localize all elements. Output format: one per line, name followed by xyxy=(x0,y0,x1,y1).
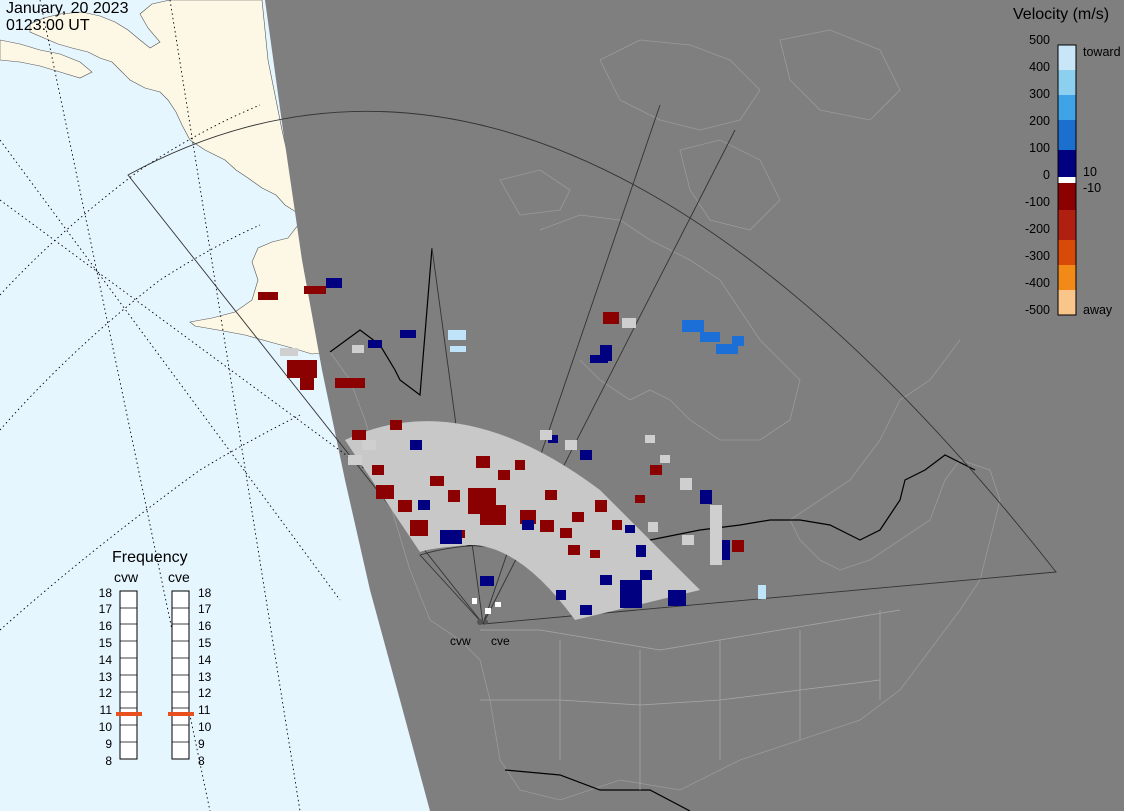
colorbar-tick: 0 xyxy=(1043,168,1050,182)
frequency-scale-label: 10 xyxy=(98,720,112,734)
alaska-daylit-land xyxy=(29,0,331,355)
colorbar-tick: 300 xyxy=(1029,87,1050,101)
colorbar-tick: -100 xyxy=(1024,195,1050,209)
coastlines xyxy=(329,29,1001,801)
site-label-cvw: cvw xyxy=(450,634,471,648)
frequency-scale-label: 12 xyxy=(198,686,212,700)
frequency-scale-label: 15 xyxy=(198,636,212,650)
colorbar-tick: 200 xyxy=(1029,114,1050,128)
colorbar-tick: -500 xyxy=(1024,303,1050,317)
frequency-scale-label: 16 xyxy=(198,619,212,633)
frequency-scale-label: 8 xyxy=(198,754,205,768)
velocity-cells xyxy=(258,278,766,615)
frequency-scale-label: 13 xyxy=(198,670,212,684)
colorbar-threshold-pos: 10 xyxy=(1083,165,1097,179)
colorbar-title: Velocity (m/s) xyxy=(1013,6,1110,23)
colorbar-toward-label: toward xyxy=(1083,45,1121,59)
colorbar-tick: -400 xyxy=(1024,276,1050,290)
frequency-scale-label: 8 xyxy=(105,754,112,768)
frequency-scale-label: 11 xyxy=(99,703,112,717)
frequency-scale-label: 18 xyxy=(98,586,112,600)
frequency-scale-label: 14 xyxy=(198,653,212,667)
frequency-scale-label: 11 xyxy=(198,703,211,717)
frequency-scale-label: 15 xyxy=(98,636,112,650)
frequency-scale-label: 9 xyxy=(105,737,112,751)
colorbar-tick: 400 xyxy=(1029,60,1050,74)
colorbar-tick: 500 xyxy=(1029,33,1050,47)
velocity-colorbar xyxy=(1057,44,1077,316)
frequency-radar-label: cve xyxy=(168,569,190,585)
frequency-scale-label: 10 xyxy=(198,720,212,734)
frequency-scale-label: 17 xyxy=(198,602,212,616)
frequency-indicator-cvw xyxy=(116,712,142,716)
frequency-scale-label: 17 xyxy=(98,602,112,616)
frequency-scale-label: 14 xyxy=(98,653,112,667)
night-terminator-area xyxy=(265,0,1124,811)
site-marker-cvw xyxy=(477,619,483,625)
frequency-indicator-cve xyxy=(168,712,194,716)
site-marker-cve xyxy=(484,620,488,624)
colorbar-tick: -300 xyxy=(1024,249,1050,263)
frequency-scale-label: 18 xyxy=(198,586,212,600)
colorbar-tick: -200 xyxy=(1024,222,1050,236)
frequency-title: Frequency xyxy=(112,549,188,566)
colorbar-away-label: away xyxy=(1083,303,1113,317)
siberia-coast xyxy=(0,39,93,79)
frequency-scale-label: 9 xyxy=(198,737,205,751)
timestamp-date: January, 20 2023 xyxy=(6,0,129,17)
site-label-cve: cve xyxy=(491,634,510,648)
frequency-scale-label: 12 xyxy=(98,686,112,700)
colorbar-threshold-neg: -10 xyxy=(1083,181,1102,195)
frequency-scale-label: 16 xyxy=(98,619,112,633)
lat-lon-grid xyxy=(0,0,381,811)
frequency-radar-label: cvw xyxy=(114,569,139,585)
colorbar-tick: 100 xyxy=(1029,141,1050,155)
frequency-scales xyxy=(119,590,190,760)
frequency-scale-label: 13 xyxy=(98,670,112,684)
timestamp-time: 0123:00 UT xyxy=(6,17,90,34)
state-borders xyxy=(480,609,901,790)
